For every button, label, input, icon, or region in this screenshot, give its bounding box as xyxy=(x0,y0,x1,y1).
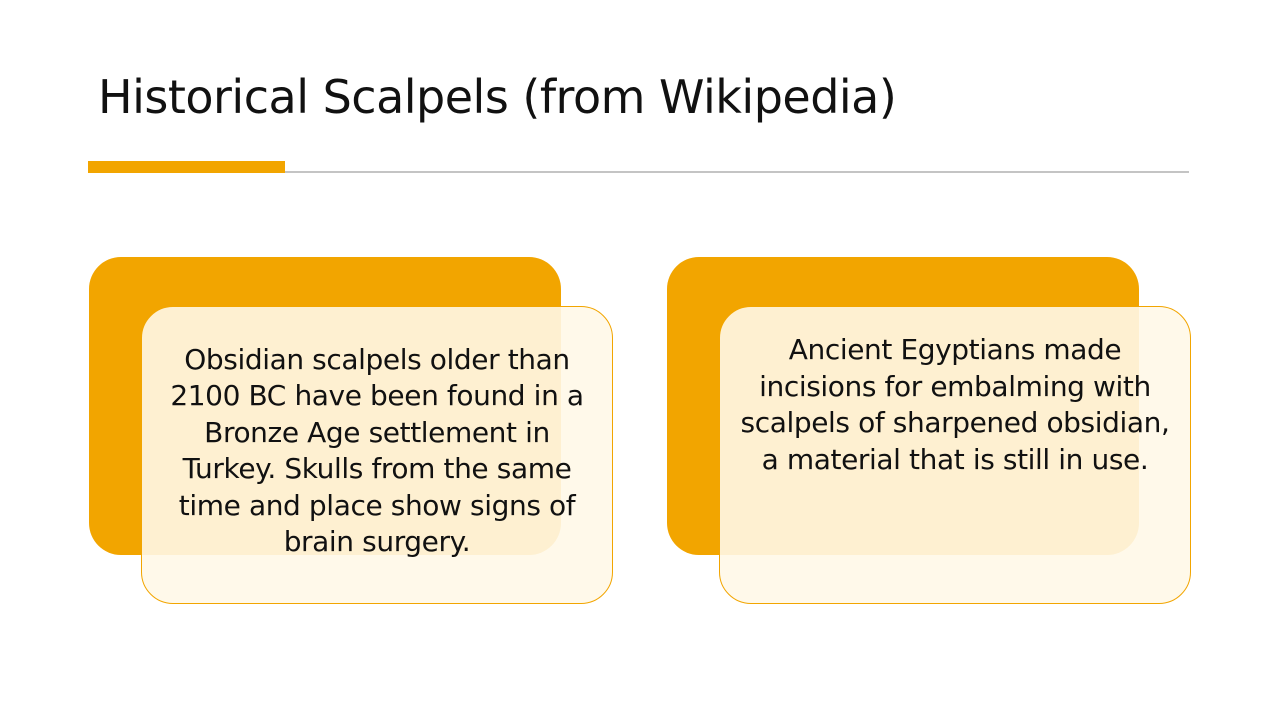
title-accent-bar xyxy=(88,161,285,173)
card-2-text: Ancient Egyptians made incisions for emb… xyxy=(740,333,1170,476)
card-1: Obsidian scalpels older than 2100 BC hav… xyxy=(141,306,613,604)
title-underline-rule xyxy=(88,171,1189,173)
card-1-text: Obsidian scalpels older than 2100 BC hav… xyxy=(170,342,584,559)
card-2: Ancient Egyptians made incisions for emb… xyxy=(719,306,1191,604)
slide-title: Historical Scalpels (from Wikipedia) xyxy=(98,70,897,124)
